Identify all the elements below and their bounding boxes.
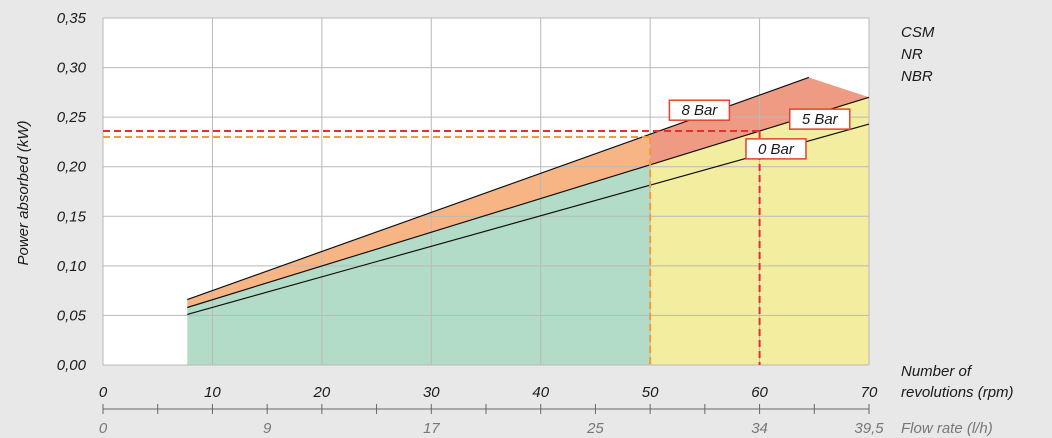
y-tick-label: 0,05	[57, 307, 87, 324]
x-axis-label-cont: revolutions (rpm)	[901, 384, 1014, 401]
x-tick-label: 20	[313, 384, 331, 401]
flow-tick-label: 0	[99, 420, 108, 437]
flow-tick-label: 9	[263, 420, 272, 437]
y-tick-label: 0,30	[57, 60, 87, 77]
x-tick-label: 50	[642, 384, 659, 401]
x-axis-label: Number of	[901, 363, 973, 380]
y-tick-label: 0,15	[57, 208, 87, 225]
y-tick-label: 0,35	[57, 10, 87, 27]
y-tick-label: 0,10	[57, 258, 87, 275]
band-orange	[187, 134, 651, 308]
flow-rate-label: Flow rate (l/h)	[901, 420, 993, 437]
flow-tick-label: 39,5	[854, 420, 884, 437]
x-tick-label: 0	[99, 384, 108, 401]
series-line	[187, 96, 870, 309]
series-label-text: 5 Bar	[802, 111, 839, 128]
series-label-text: 8 Bar	[681, 102, 718, 119]
y-tick-label: 0,20	[57, 159, 87, 176]
x-tick-label: 70	[861, 384, 878, 401]
series-label-box	[789, 108, 851, 130]
x-tick-label: 30	[423, 384, 440, 401]
flow-tick-label: 25	[586, 420, 604, 437]
series-label-box	[668, 99, 731, 121]
flow-rate-axis: 0 9 17 25 34 39,5	[99, 404, 884, 437]
series-label-text: 0 Bar	[758, 141, 795, 158]
x-tick-label: 60	[751, 384, 768, 401]
y-tick-label: 0,00	[57, 357, 87, 374]
legend-item: CSM	[901, 24, 935, 41]
legend-item: NR	[901, 46, 923, 63]
x-tick-label: 10	[204, 384, 221, 401]
reference-lines	[103, 130, 761, 365]
legend-item: NBR	[901, 68, 933, 85]
x-tick-label: 40	[532, 384, 549, 401]
material-legend: CSM NR NBR	[901, 24, 935, 85]
series-label-box	[745, 138, 807, 160]
y-axis-label: Power absorbed (kW)	[15, 120, 32, 265]
x-tick-labels: 0 10 20 30 40 50 60 70	[99, 384, 878, 401]
y-tick-label: 0,25	[57, 109, 87, 126]
flow-tick-label: 34	[751, 420, 768, 437]
series-label-boxes: 8 Bar 5 Bar 0 Bar	[668, 99, 851, 160]
flow-tick-label: 17	[423, 420, 440, 437]
y-tick-labels: 0,00 0,05 0,10 0,15 0,20 0,25 0,30 0,35	[57, 10, 87, 374]
